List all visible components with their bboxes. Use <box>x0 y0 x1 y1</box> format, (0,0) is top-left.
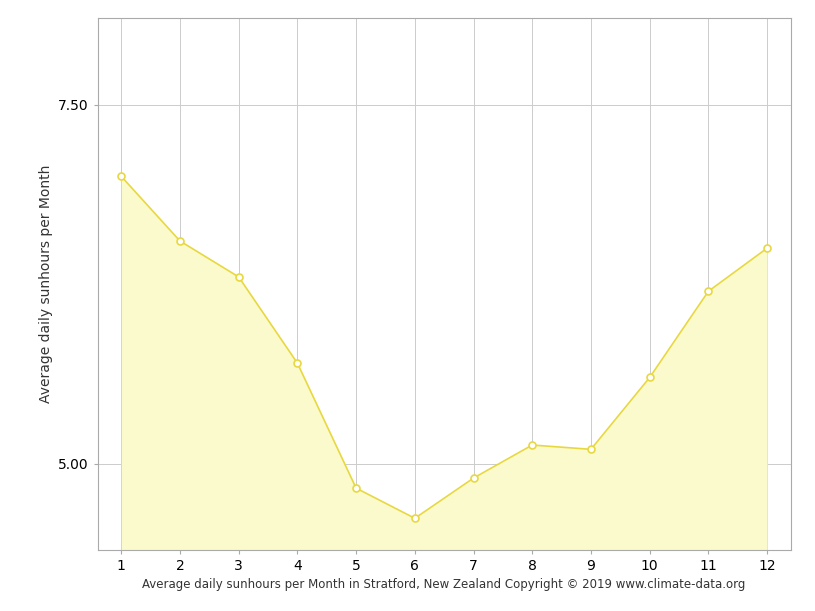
X-axis label: Average daily sunhours per Month in Stratford, New Zealand Copyright © 2019 www.: Average daily sunhours per Month in Stra… <box>143 579 746 591</box>
Y-axis label: Average daily sunhours per Month: Average daily sunhours per Month <box>38 165 53 403</box>
